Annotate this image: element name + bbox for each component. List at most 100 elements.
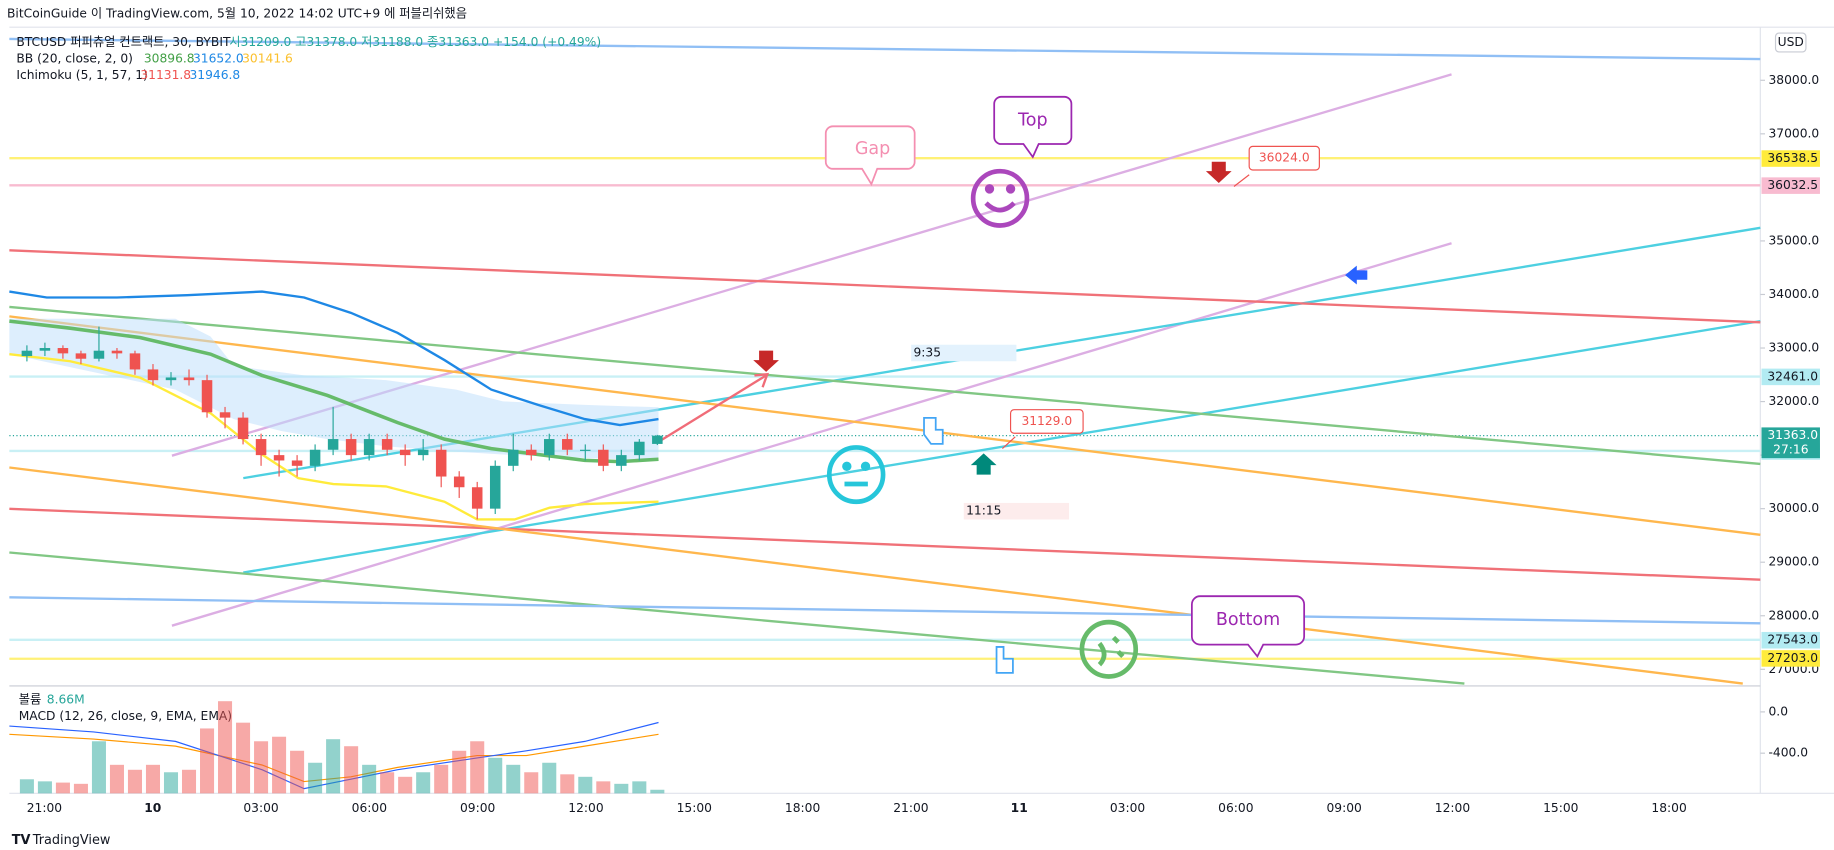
time-note: 9:35 [913,345,941,359]
currency-box[interactable] [1774,32,1807,53]
x-tick-label: 09:00 [1326,801,1362,815]
up-arrow [970,453,997,475]
bubble-text: Gap [855,139,890,159]
volume-bar [308,762,323,794]
x-tick-label: 15:00 [1543,801,1579,815]
time-range [963,502,1070,520]
trend-line [9,249,1761,324]
volume-bar [344,746,359,794]
legend-ohlc: 시31209.0 고31378.0 저31188.0 종31363.0 +154… [229,35,601,49]
x-tick-label: 12:00 [1435,801,1471,815]
speech-bubble [824,125,916,187]
price-label-box [1761,631,1820,649]
arrow-line [660,374,767,442]
candle-body [255,439,267,456]
legend-value: 30141.6 [242,51,293,65]
price-label-box [1761,177,1820,194]
price-label: 27543.0 [1767,633,1818,647]
candle-body [489,465,501,509]
price-label: 36538.5 [1767,151,1818,165]
volume-bar [55,782,70,794]
volume-bar [380,772,395,794]
price-note-box [1009,409,1084,434]
volume-bar [434,764,449,794]
volume-bar [145,764,161,794]
volume-bar [560,774,575,794]
ichimoku-cloud [9,318,659,461]
legend-symbol: BTCUSD 퍼피츄얼 컨트랙트, 30, BYBIT [16,35,231,49]
callout-line [1001,436,1016,450]
price-label-box [1761,368,1820,386]
y-tick-label: 32000.0 [1769,394,1820,408]
y-tick-label: 29000.0 [1769,555,1820,569]
x-tick-label: 18:00 [1651,801,1687,815]
countdown: 27:16 [1773,442,1809,456]
y-tick-label: -400.0 [1769,746,1809,760]
trend-line [9,507,1761,581]
y-tick-label: 30000.0 [1769,501,1820,515]
legend-ichimoku: Ichimoku (5, 1, 57, 1) [16,68,147,82]
legend-volume: 볼륨 [19,693,42,707]
candle-body [201,380,213,413]
last-price-box [1761,427,1820,459]
legend-value: 31131.8 [140,68,191,82]
price-note-box [1248,145,1320,171]
volume-bar [19,779,34,794]
volume-bar [163,772,179,794]
volume-bar [632,781,647,794]
y-tick-label: 0.0 [1769,704,1789,718]
price-note: 36024.0 [1259,151,1310,165]
x-tick-label: 12:00 [568,801,604,815]
volume-bar [290,750,305,794]
y-tick-label: 37000.0 [1769,126,1820,140]
volume-bar [596,781,611,794]
hand-icon [995,646,1014,674]
volume-bar [452,750,467,794]
volume-bar [200,728,215,794]
candle-body [598,449,609,466]
callout-line [1233,174,1250,187]
candle-body [237,417,249,440]
volume-bar [614,783,629,794]
price-label-box [1761,650,1820,667]
candle-body [39,348,51,351]
volume-bar [416,772,431,794]
eye [842,461,852,472]
time-range [911,344,1017,362]
price-label: 32461.0 [1767,369,1818,383]
x-tick-label: 09:00 [460,801,496,815]
volume-bar [109,764,124,794]
currency: USD [1778,35,1804,49]
smiley [970,168,1030,228]
volume-bar [254,741,269,794]
candle-body [453,476,465,488]
arrow-head [754,372,770,388]
candle-body [327,439,339,450]
candle-body [381,439,393,450]
x-tick-label: 03:00 [243,801,279,815]
volume-bar [127,769,142,794]
price-label-box [1761,150,1820,167]
candle-body [634,441,645,456]
eye [1005,184,1016,194]
price-label: 27203.0 [1767,651,1818,665]
candle-body [273,455,285,461]
candle-body [75,353,87,359]
candle-body [147,369,159,381]
x-tick-label: 11 [1011,801,1028,815]
footer-brand: TradingView [32,833,111,848]
volume-bar [470,741,485,794]
volume-bar [542,762,557,794]
volume-bar [524,772,539,794]
x-tick-label: 21:00 [27,801,63,815]
volume-bar [218,701,233,794]
candle-body [111,350,123,354]
candle-body [21,350,33,357]
y-tick-label: 38000.0 [1769,73,1820,87]
y-tick-label: 28000.0 [1769,608,1820,622]
price-note: 31129.0 [1021,414,1072,428]
volume-bar [91,741,106,794]
volume-bar [650,789,665,794]
smiley [826,445,886,505]
trend-line [9,37,1761,61]
